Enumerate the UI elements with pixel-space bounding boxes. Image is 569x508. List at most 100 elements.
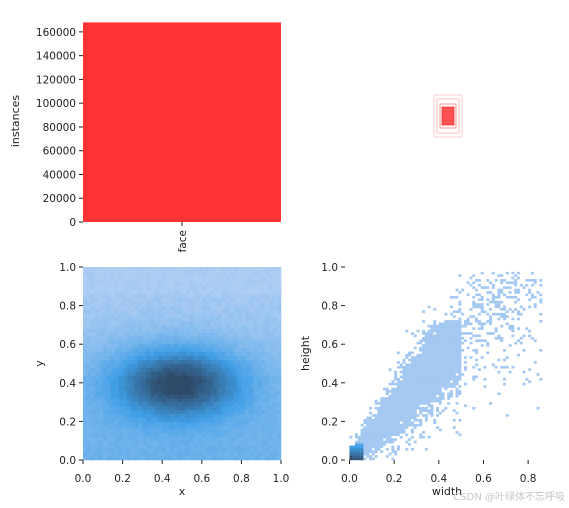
heat-cell (114, 402, 119, 407)
heat-cell (197, 436, 203, 441)
heat-cell (209, 398, 214, 403)
heat-cell (94, 282, 100, 287)
heat-cell (106, 417, 112, 422)
heat-cell (106, 297, 112, 303)
heat-cell (189, 413, 195, 418)
heat-cell (166, 432, 171, 438)
heat-cell (427, 346, 431, 350)
heat-cell (413, 370, 417, 374)
heat-cell (261, 286, 266, 291)
heat-cell (201, 359, 207, 364)
heat-cell (182, 452, 187, 457)
heat-cell (369, 416, 372, 420)
heat-cell (102, 301, 108, 306)
heat-cell (416, 373, 420, 376)
y-tick-label: 0.2 (321, 416, 338, 428)
heat-cell (447, 349, 451, 352)
heat-cell (193, 378, 199, 384)
heat-cell (94, 456, 100, 461)
heat-cell (452, 353, 456, 357)
heat-cell (245, 436, 250, 441)
heat-cell (416, 329, 420, 333)
heat-cell (447, 351, 451, 355)
heat-cell (455, 332, 459, 335)
heat-cell (185, 432, 191, 438)
heat-cell (444, 327, 448, 330)
heat-cell (170, 267, 175, 272)
heat-cell (86, 332, 92, 337)
heat-cell (241, 324, 246, 330)
heat-cell (489, 402, 493, 405)
heat-cell (233, 405, 238, 411)
heat-cell (355, 433, 359, 437)
heat-cell (118, 274, 123, 279)
heat-cell (182, 336, 187, 341)
heat-cell (241, 290, 246, 295)
heat-cell (396, 418, 400, 422)
heat-cell (130, 270, 135, 276)
heat-cell (273, 286, 278, 291)
heat-cell (449, 394, 453, 398)
heat-cell (209, 278, 214, 283)
heat-cell (233, 305, 238, 310)
heat-cell (134, 448, 139, 453)
heat-cell (86, 371, 92, 376)
heat-cell (438, 428, 442, 432)
heat-cell (166, 363, 171, 368)
heat-cell (90, 286, 96, 291)
heat-cell (114, 348, 119, 353)
heat-cell (98, 290, 104, 295)
heat-cell (213, 332, 218, 337)
heat-cell (237, 351, 242, 357)
heat-cell (249, 305, 254, 310)
heat-cell (441, 322, 445, 326)
heat-cell (182, 324, 187, 330)
heat-cell (257, 290, 262, 295)
heat-cell (106, 332, 112, 337)
heat-cell (277, 336, 282, 341)
heat-cell (221, 267, 226, 272)
heat-cell (158, 405, 163, 411)
heat-cell (142, 328, 147, 333)
heat-cell (265, 351, 270, 357)
heat-cell (94, 332, 100, 337)
heat-cell (444, 332, 448, 335)
heat-cell (413, 387, 417, 391)
heat-cell (126, 282, 131, 287)
heat-cell (261, 371, 266, 376)
heat-cell (221, 355, 226, 360)
heat-cell (170, 367, 175, 372)
heat-cell (430, 353, 434, 357)
heat-cell (83, 313, 88, 318)
heat-cell (249, 432, 254, 438)
heat-cell (189, 398, 195, 403)
heat-cell (399, 409, 403, 412)
heat-cell (405, 440, 409, 444)
heat-cell (419, 406, 423, 410)
heat-cell (189, 421, 195, 426)
heat-cell (209, 321, 214, 326)
heat-cell (158, 278, 163, 283)
heat-cell (265, 375, 270, 380)
heat-cell (273, 417, 278, 422)
heat-cell (419, 365, 423, 369)
heat-cell (277, 371, 282, 376)
heat-cell (150, 448, 155, 453)
heat-cell (94, 317, 100, 322)
heat-cell (146, 405, 151, 411)
heat-cell (416, 368, 420, 371)
heat-cell (83, 394, 88, 399)
heat-cell (245, 328, 250, 333)
heat-cell (130, 344, 135, 349)
heat-cell (209, 367, 214, 372)
heat-cell (134, 405, 139, 411)
heat-cell (444, 312, 448, 316)
heat-cell (86, 432, 92, 438)
heat-cell (185, 286, 191, 291)
heat-cell (402, 416, 406, 420)
heat-cell (269, 448, 274, 453)
heat-cell (182, 432, 187, 438)
heat-cell (261, 432, 266, 438)
heat-cell (522, 349, 526, 352)
heat-cell (225, 413, 230, 418)
